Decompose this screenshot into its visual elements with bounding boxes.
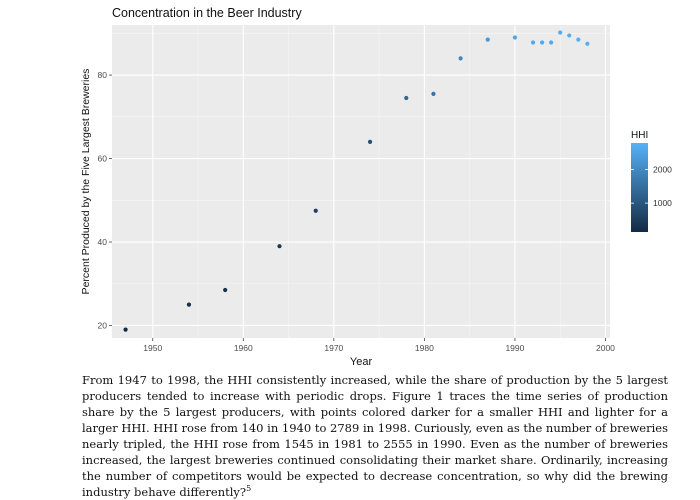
legend: HHI 1000 2000 [631, 130, 672, 232]
data-point [277, 244, 282, 249]
data-point [404, 95, 409, 101]
data-point [567, 33, 572, 38]
data-point [431, 91, 436, 96]
y-axis-label: Percent Produced by the Five Largest Bre… [80, 69, 92, 295]
legend-title: HHI [631, 130, 648, 141]
data-point [458, 56, 463, 61]
plot-panel [112, 25, 610, 338]
chart-title: Concentration in the Beer Industry [112, 6, 302, 20]
legend-ticks: 1000 2000 [631, 165, 672, 208]
data-points [123, 30, 590, 332]
data-point [530, 40, 536, 45]
y-tick-label: 40 [98, 237, 108, 247]
x-tick-label: 2000 [596, 343, 615, 353]
y-axis: 20 40 60 80 [98, 70, 112, 330]
y-tick-label: 20 [98, 320, 108, 330]
grid-major [112, 25, 610, 338]
x-tick-label: 1990 [505, 343, 524, 353]
data-point [367, 139, 373, 144]
x-tick-label: 1970 [324, 343, 343, 353]
beer-concentration-chart: Concentration in the Beer Industry 1950 1… [80, 6, 672, 368]
x-tick-label: 1950 [143, 343, 162, 353]
y-tick-label: 60 [98, 154, 108, 164]
caption-paragraph: From 1947 to 1998, the HHI consistently … [82, 372, 668, 500]
data-point [313, 208, 318, 213]
data-point [558, 30, 563, 35]
data-point [123, 327, 128, 332]
data-point [585, 41, 590, 46]
x-tick-label: 1960 [234, 343, 253, 353]
caption-text: From 1947 to 1998, the HHI consistently … [82, 373, 668, 499]
data-point [576, 37, 581, 42]
x-axis: 1950 1960 1970 1980 1990 2000 [143, 338, 615, 353]
data-point [485, 37, 490, 42]
data-point [223, 287, 228, 293]
x-axis-label: Year [350, 356, 373, 368]
data-point [512, 35, 518, 40]
data-point [539, 40, 545, 45]
legend-tick-label: 1000 [653, 198, 672, 208]
legend-colorbar [631, 143, 648, 232]
data-point [549, 40, 554, 45]
legend-tick-label: 2000 [653, 165, 672, 175]
y-tick-label: 80 [98, 70, 108, 80]
data-point [186, 302, 192, 307]
grid-minor [112, 25, 610, 338]
x-tick-label: 1980 [415, 343, 434, 353]
caption-footnote-marker: 5 [246, 484, 252, 494]
